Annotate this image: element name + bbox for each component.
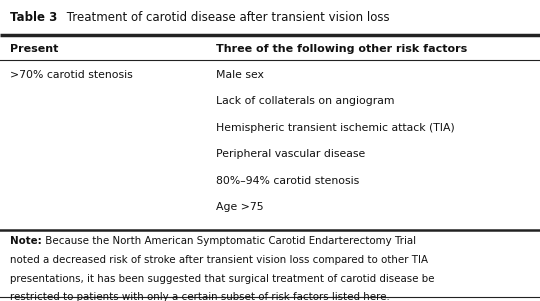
Text: noted a decreased risk of stroke after transient vision loss compared to other T: noted a decreased risk of stroke after t… [10, 255, 428, 265]
Text: Three of the following other risk factors: Three of the following other risk factor… [216, 44, 467, 54]
Text: Male sex: Male sex [216, 70, 264, 80]
Text: Present: Present [10, 44, 58, 54]
Text: Peripheral vascular disease: Peripheral vascular disease [216, 149, 365, 159]
Text: >70% carotid stenosis: >70% carotid stenosis [10, 70, 132, 80]
Text: Note:: Note: [10, 236, 42, 246]
Text: presentations, it has been suggested that surgical treatment of carotid disease : presentations, it has been suggested tha… [10, 274, 434, 284]
Text: Age >75: Age >75 [216, 202, 264, 212]
Text: Lack of collaterals on angiogram: Lack of collaterals on angiogram [216, 96, 395, 106]
Text: Table 3: Table 3 [10, 11, 57, 23]
Text: restricted to patients with only a certain subset of risk factors listed here.: restricted to patients with only a certa… [10, 292, 389, 301]
Text: 80%–94% carotid stenosis: 80%–94% carotid stenosis [216, 176, 359, 186]
Text: Because the North American Symptomatic Carotid Endarterectomy Trial: Because the North American Symptomatic C… [42, 236, 416, 246]
Text: Treatment of carotid disease after transient vision loss: Treatment of carotid disease after trans… [63, 11, 389, 23]
Text: Hemispheric transient ischemic attack (TIA): Hemispheric transient ischemic attack (T… [216, 123, 455, 133]
